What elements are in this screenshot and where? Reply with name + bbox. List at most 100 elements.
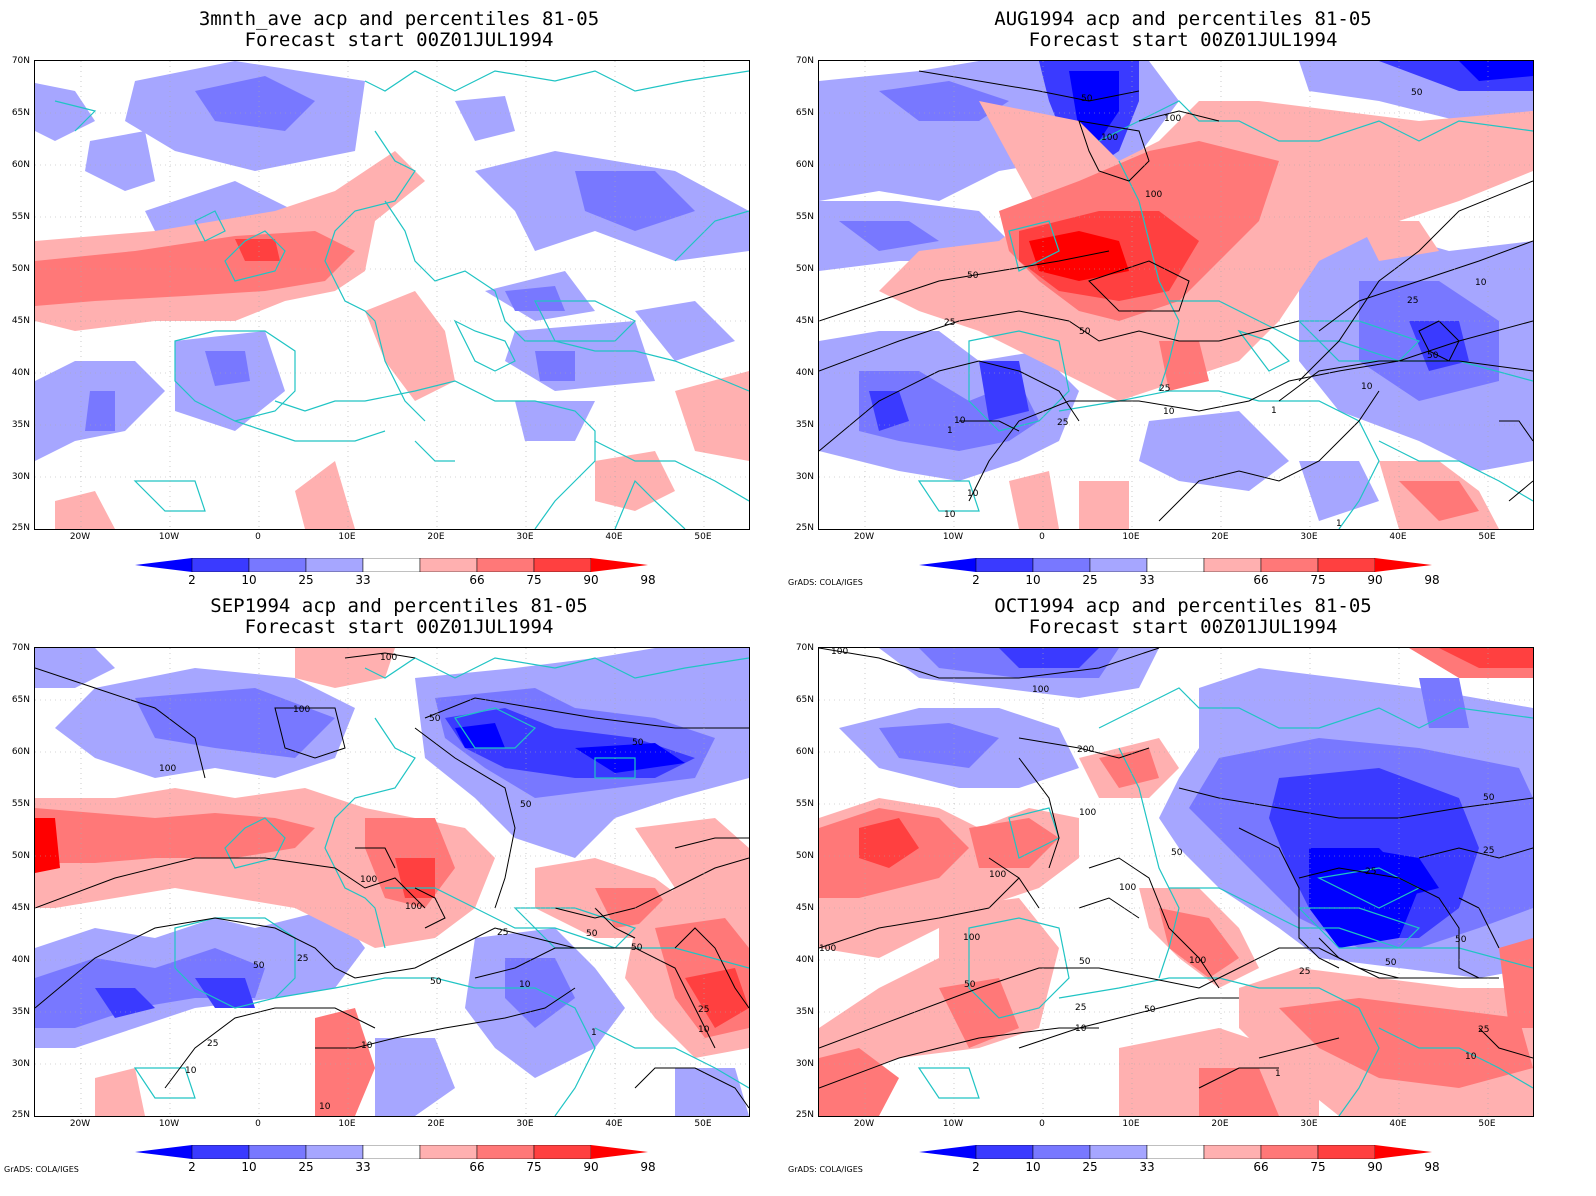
lon-label: 10W (942, 532, 964, 542)
colorbar-label: 98 (640, 1160, 656, 1174)
colorbar-label: 66 (1253, 1160, 1269, 1174)
map-panel-oct: OCT1994 acp and percentiles 81-05 Foreca… (784, 587, 1582, 1185)
lat-label: 45N (11, 903, 30, 913)
contour-label: 10 (185, 1066, 197, 1076)
lon-label: 20E (1211, 1119, 1229, 1129)
colorbar-segment (533, 1145, 592, 1159)
lat-label: 45N (795, 316, 814, 326)
colorbar-label: 90 (583, 573, 599, 587)
lat-label: 35N (11, 1007, 30, 1017)
colorbar-label: 66 (469, 573, 485, 587)
contour-label: 10 (519, 980, 531, 990)
lat-label: 25N (11, 523, 30, 533)
lon-label: 20W (69, 1119, 91, 1129)
lon-label: 10E (338, 532, 356, 542)
lat-label: 30N (795, 472, 814, 482)
lon-label: 0 (255, 532, 261, 542)
contour-label: 50 (1427, 351, 1439, 361)
contour-label: 100 (1079, 808, 1096, 818)
lon-label: 30E (516, 532, 534, 542)
contour-label: 1 (1275, 1069, 1281, 1079)
colorbar-segment (975, 558, 1034, 572)
contour-label: 25 (1159, 384, 1170, 394)
lon-label: 20E (427, 1119, 445, 1129)
lat-label: 55N (795, 212, 814, 222)
colorbar-svg (919, 1145, 1432, 1159)
lat-label: 25N (11, 1110, 30, 1120)
lat-label: 30N (795, 1059, 814, 1069)
colorbar-segment (191, 1145, 250, 1159)
contour-label: 10 (698, 1025, 710, 1035)
lon-label: 0 (255, 1119, 261, 1129)
colorbar-label: 2 (188, 1160, 196, 1174)
contour-label: 100 (989, 870, 1006, 880)
contour-label: 50 (253, 961, 265, 971)
contour-label: 10 (1075, 1024, 1087, 1034)
colorbar-segment (1375, 558, 1432, 572)
colorbar-label: 33 (1139, 573, 1155, 587)
colorbar-segment (591, 1145, 648, 1159)
panel-title-line1: OCT1994 acp and percentiles 81-05 (994, 595, 1372, 617)
contour-label: 10 (361, 1041, 373, 1051)
lon-label: 20W (853, 532, 875, 542)
lat-label: 50N (795, 264, 814, 274)
contour-label: 50 (964, 980, 976, 990)
contour-label: 25 (297, 954, 308, 964)
panel-title-line2: Forecast start 00Z01JUL1994 (244, 29, 554, 51)
contour-label: 25 (1483, 846, 1494, 856)
contour-label: 10 (1361, 382, 1373, 392)
map-shading (35, 61, 749, 529)
contour-label: 100 (1119, 883, 1136, 893)
contour-label: 1 (1336, 519, 1342, 529)
colorbar-svg (135, 558, 648, 572)
lat-label: 25N (795, 523, 814, 533)
lon-label: 20W (853, 1119, 875, 1129)
contour-label: 10 (967, 489, 979, 499)
contour-label: 50 (586, 929, 598, 939)
lon-label: 50E (1478, 532, 1496, 542)
contour-label: 50 (1483, 793, 1495, 803)
panel-title-line2: Forecast start 00Z01JUL1994 (244, 616, 554, 638)
contour-label: 1 (1271, 406, 1277, 416)
colorbar-label: 2 (972, 1160, 980, 1174)
grads-credit: GrADS: COLA/IGES (4, 1165, 79, 1174)
lat-label: 60N (11, 160, 30, 170)
colorbar-segment (919, 1145, 976, 1159)
contour-label: 25 (1407, 296, 1418, 306)
colorbar-label: 75 (1310, 573, 1326, 587)
contour-label: 50 (967, 271, 979, 281)
contour-label: 25 (497, 928, 508, 938)
contour-label: 100 (1032, 685, 1049, 695)
lon-label: 30E (1300, 1119, 1318, 1129)
lat-label: 60N (795, 747, 814, 757)
colorbar-segment (248, 1145, 307, 1159)
colorbar-label: 33 (355, 573, 371, 587)
colorbar-segment (919, 558, 976, 572)
lat-label: 70N (11, 56, 30, 66)
lat-label: 65N (795, 108, 814, 118)
map-panel-sep: SEP1994 acp and percentiles 81-05 Foreca… (0, 587, 798, 1185)
lat-label: 70N (795, 643, 814, 653)
contour-label: 1 (591, 1028, 597, 1038)
colorbar-segment (1260, 558, 1319, 572)
colorbar-label: 90 (1367, 573, 1383, 587)
colorbar-segment (1089, 1145, 1148, 1159)
panel-title-line2: Forecast start 00Z01JUL1994 (1028, 616, 1338, 638)
contour-label: 10 (1475, 278, 1487, 288)
contour-label: 100 (293, 705, 310, 715)
lon-label: 50E (694, 1119, 712, 1129)
lat-label: 35N (795, 1007, 814, 1017)
panel-title-line1: 3mnth_ave acp and percentiles 81-05 (198, 8, 600, 30)
colorbar-label: 10 (241, 573, 257, 587)
colorbar-segment (1317, 558, 1376, 572)
lat-label: 40N (795, 955, 814, 965)
lat-label: 30N (11, 472, 30, 482)
lat-label: 45N (795, 903, 814, 913)
map-shading: 100 100 100 50 50 50 100 100 50 25 50 25… (35, 648, 749, 1116)
contour-label: 50 (1455, 935, 1467, 945)
lat-label: 25N (795, 1110, 814, 1120)
colorbar-segment (362, 558, 421, 572)
colorbar-segment (1203, 1145, 1262, 1159)
colorbar-segment (1146, 1145, 1205, 1159)
contour-label: 100 (1164, 114, 1181, 124)
